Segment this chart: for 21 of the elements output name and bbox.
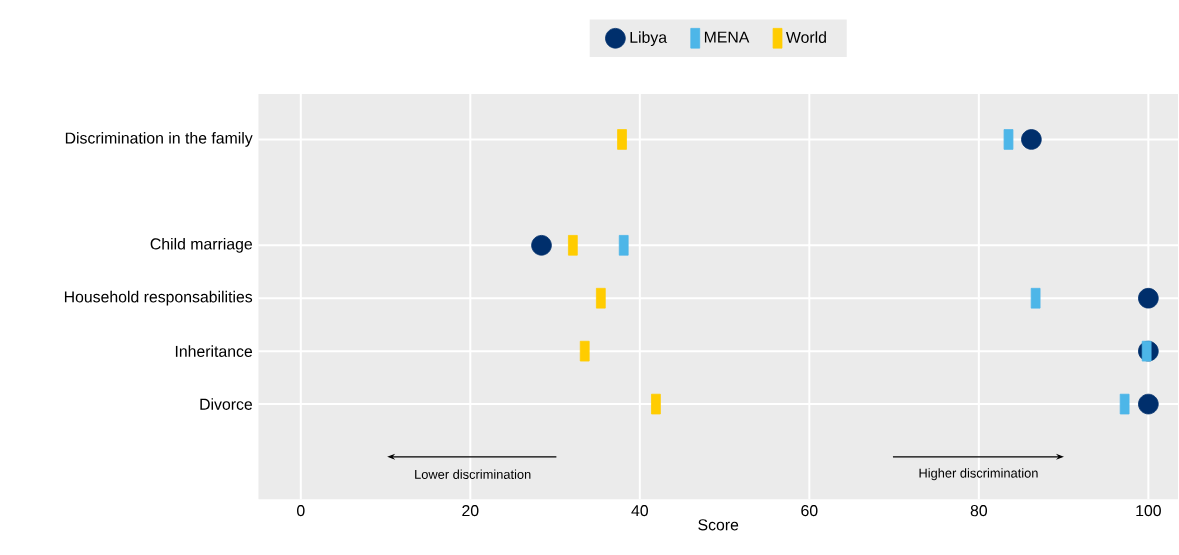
y-tick-label: Divorce bbox=[200, 398, 253, 411]
y-tick-label: Child marriage bbox=[150, 238, 252, 253]
legend-label: Libya bbox=[630, 31, 668, 47]
x-tick-label: 20 bbox=[462, 505, 479, 517]
x-axis-title: Score bbox=[698, 519, 739, 531]
x-tick-label: 80 bbox=[970, 505, 988, 517]
point bbox=[531, 235, 552, 256]
legend-label: MENA bbox=[704, 31, 750, 43]
x-tick-label: 100 bbox=[1136, 505, 1161, 517]
point bbox=[1138, 393, 1159, 415]
y-tick-label: Discrimination in the family bbox=[65, 132, 253, 147]
point bbox=[1138, 288, 1159, 309]
point bbox=[1021, 129, 1042, 150]
y-tick-label: Household responsabilities bbox=[64, 290, 253, 306]
x-tick-label: 0 bbox=[297, 505, 305, 517]
x-tick-label: 40 bbox=[631, 505, 648, 517]
x-tick-label: 60 bbox=[801, 505, 818, 517]
annotation: Higher discrimination bbox=[919, 468, 1038, 481]
y-tick-label: Inheritance bbox=[175, 345, 253, 358]
annotation: Lower discrimination bbox=[415, 469, 531, 480]
legend-label: World bbox=[786, 31, 826, 44]
